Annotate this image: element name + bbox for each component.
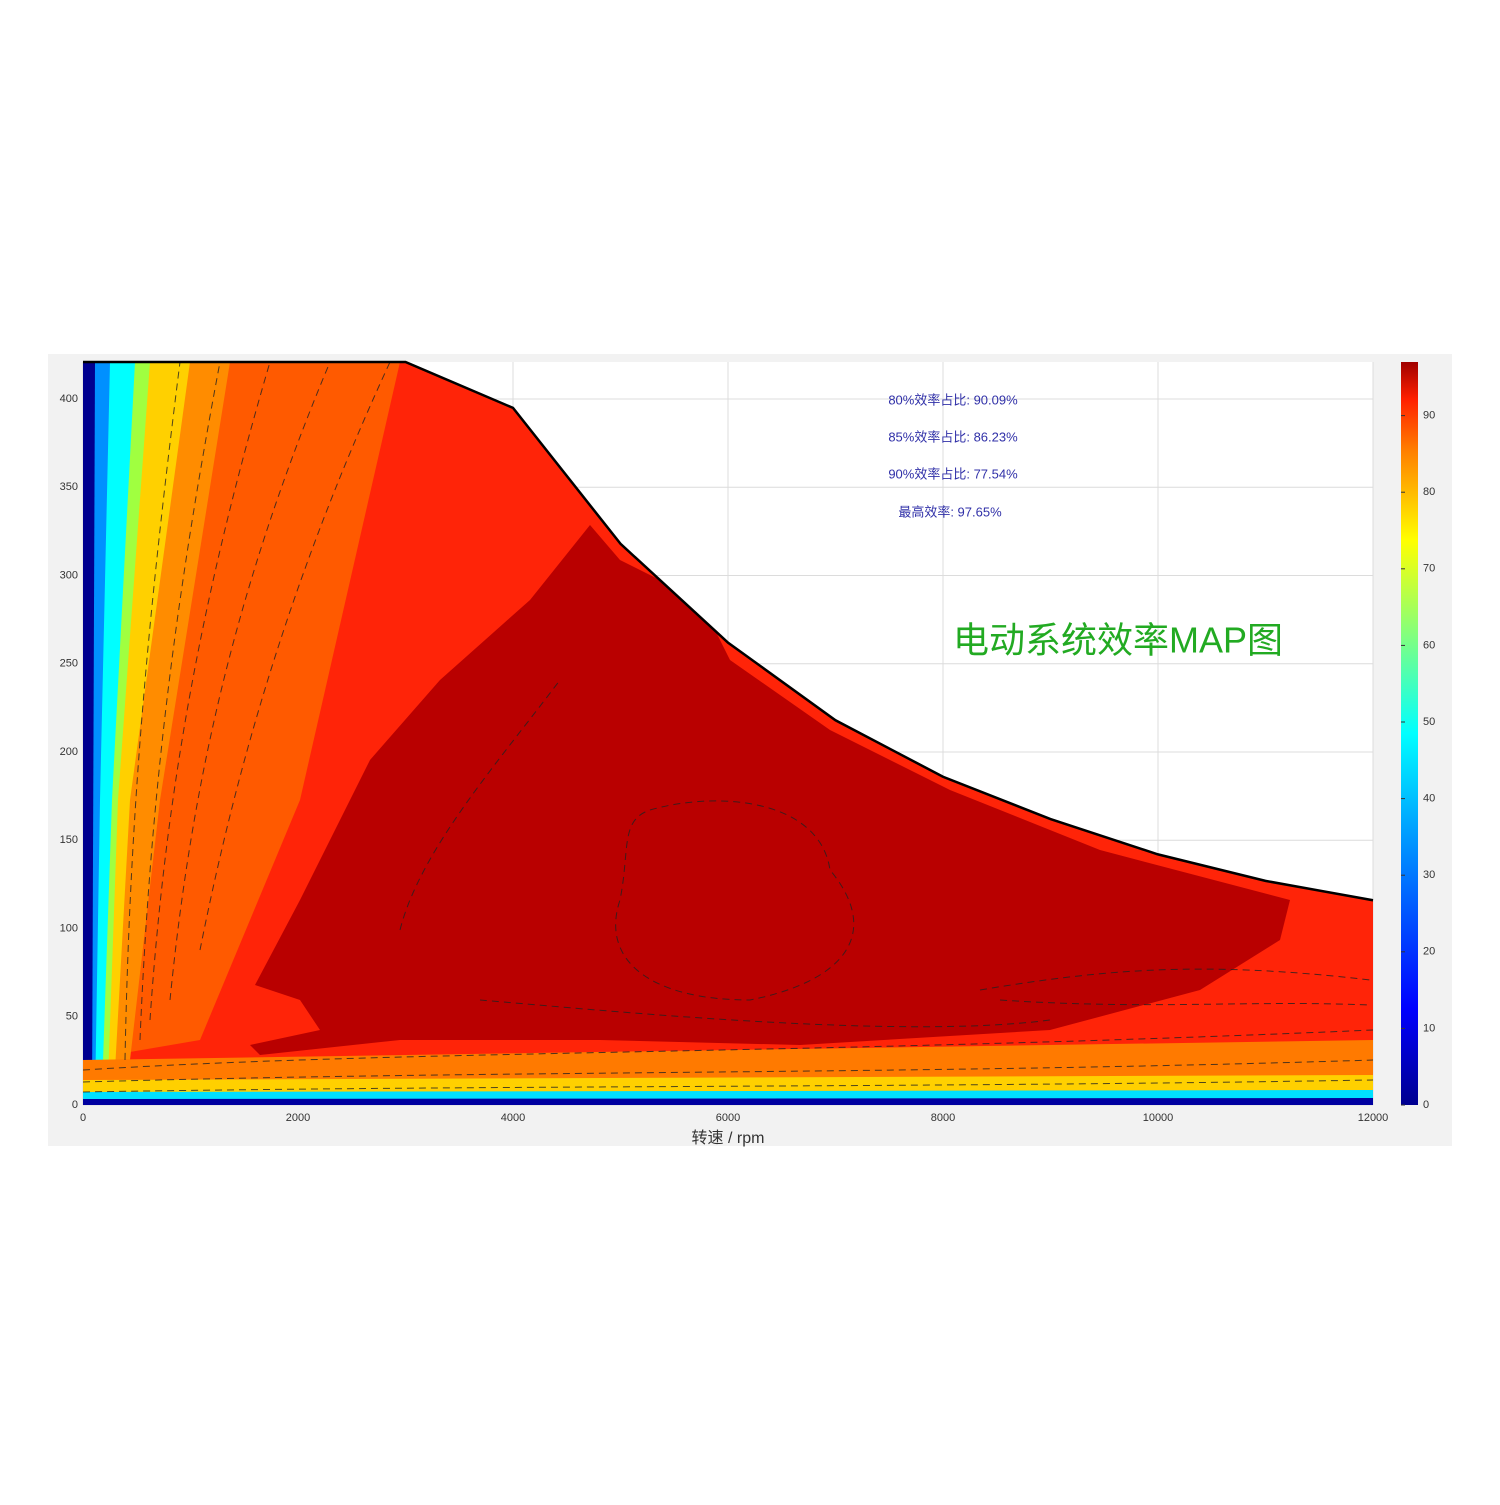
annotation: 85%效率占比: 86.23% bbox=[888, 429, 1018, 444]
x-tick-label: 12000 bbox=[1358, 1112, 1389, 1124]
y-tick-label: 100 bbox=[60, 922, 78, 934]
x-tick-label: 0 bbox=[80, 1112, 86, 1124]
colorbar-tick-label: 10 bbox=[1423, 1022, 1435, 1034]
y-tick-label: 200 bbox=[60, 746, 78, 758]
x-tick-label: 2000 bbox=[286, 1112, 310, 1124]
annotation: 90%效率占比: 77.54% bbox=[888, 466, 1018, 481]
colorbar-tick-label: 50 bbox=[1423, 716, 1435, 728]
x-tick-label: 8000 bbox=[931, 1112, 955, 1124]
colorbar-tick-label: 70 bbox=[1423, 563, 1435, 575]
chart-title: 电动系统效率MAP图 bbox=[953, 620, 1283, 661]
colorbar-tick-label: 0 bbox=[1423, 1099, 1429, 1111]
colorbar bbox=[1401, 362, 1418, 1105]
colorbar-tick-label: 20 bbox=[1423, 946, 1435, 958]
colorbar-tick-label: 40 bbox=[1423, 793, 1435, 805]
y-tick-label: 250 bbox=[60, 658, 78, 670]
colorbar-tick-label: 90 bbox=[1423, 410, 1435, 422]
colorbar-tick-label: 60 bbox=[1423, 639, 1435, 651]
annotation: 80%效率占比: 90.09% bbox=[888, 392, 1018, 407]
colorbar-tick-label: 30 bbox=[1423, 869, 1435, 881]
y-tick-label: 0 bbox=[72, 1099, 78, 1111]
x-tick-label: 10000 bbox=[1143, 1112, 1174, 1124]
colorbar-tick-label: 80 bbox=[1423, 486, 1435, 498]
x-tick-label: 4000 bbox=[501, 1112, 525, 1124]
y-tick-label: 300 bbox=[60, 569, 78, 581]
y-tick-label: 150 bbox=[60, 834, 78, 846]
x-tick-label: 6000 bbox=[716, 1112, 740, 1124]
x-axis-label: 转速 / rpm bbox=[692, 1129, 765, 1147]
annotation: 最高效率: 97.65% bbox=[898, 504, 1002, 519]
torque-envelope bbox=[83, 360, 1374, 902]
y-tick-label: 400 bbox=[60, 393, 78, 405]
y-tick-label: 50 bbox=[66, 1011, 78, 1023]
y-tick-label: 350 bbox=[60, 481, 78, 493]
